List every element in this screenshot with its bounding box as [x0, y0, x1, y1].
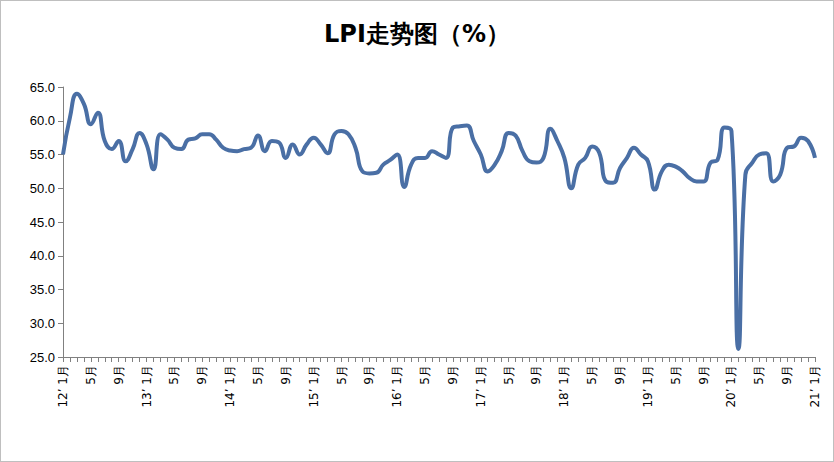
svg-text:12’ 1月: 12’ 1月: [56, 365, 70, 408]
svg-text:5月: 5月: [585, 365, 599, 385]
svg-text:20’ 1月: 20’ 1月: [724, 365, 738, 408]
svg-text:5月: 5月: [669, 365, 683, 385]
svg-text:5月: 5月: [502, 365, 516, 385]
svg-text:50.0: 50.0: [30, 181, 55, 196]
svg-text:14’ 1月: 14’ 1月: [223, 365, 237, 408]
svg-text:9月: 9月: [613, 365, 627, 385]
svg-text:9月: 9月: [362, 365, 376, 385]
svg-text:60.0: 60.0: [30, 113, 55, 128]
svg-text:19’ 1月: 19’ 1月: [641, 365, 655, 408]
svg-text:9月: 9月: [279, 365, 293, 385]
svg-text:9月: 9月: [195, 365, 209, 385]
svg-text:9月: 9月: [529, 365, 543, 385]
svg-text:16’ 1月: 16’ 1月: [390, 365, 404, 408]
svg-text:5月: 5月: [335, 365, 349, 385]
svg-text:5月: 5月: [167, 365, 181, 385]
svg-text:5月: 5月: [251, 365, 265, 385]
svg-text:45.0: 45.0: [30, 215, 55, 230]
svg-text:40.0: 40.0: [30, 248, 55, 263]
svg-text:13’ 1月: 13’ 1月: [140, 365, 154, 408]
svg-text:17’ 1月: 17’ 1月: [474, 365, 488, 408]
svg-text:55.0: 55.0: [30, 147, 55, 162]
svg-text:30.0: 30.0: [30, 316, 55, 331]
svg-text:5月: 5月: [84, 365, 98, 385]
svg-text:25.0: 25.0: [30, 350, 55, 365]
svg-text:5月: 5月: [418, 365, 432, 385]
svg-text:18’ 1月: 18’ 1月: [557, 365, 571, 408]
svg-text:5月: 5月: [752, 365, 766, 385]
svg-text:15’ 1月: 15’ 1月: [307, 365, 321, 408]
svg-text:LPI走势图（%）: LPI走势图（%）: [324, 20, 510, 48]
svg-text:9月: 9月: [780, 365, 794, 385]
svg-text:9月: 9月: [112, 365, 126, 385]
svg-text:9月: 9月: [446, 365, 460, 385]
svg-text:21’ 1月: 21’ 1月: [808, 365, 822, 408]
svg-text:35.0: 35.0: [30, 282, 55, 297]
svg-text:65.0: 65.0: [30, 80, 55, 95]
svg-text:9月: 9月: [697, 365, 711, 385]
